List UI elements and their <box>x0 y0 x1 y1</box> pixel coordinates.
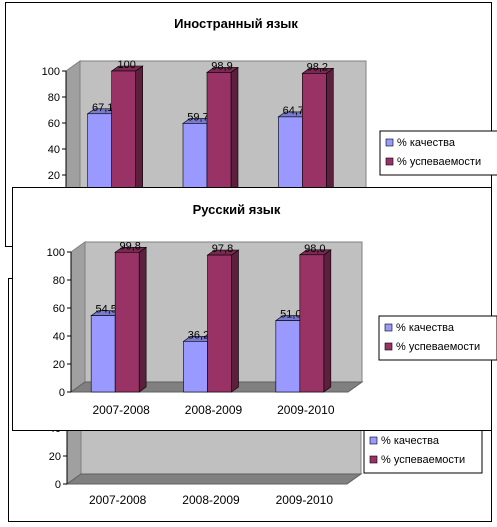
chart-side-wall <box>70 241 86 393</box>
y-tick-label: 20 <box>53 359 65 371</box>
bar <box>278 116 303 202</box>
x-category-label: 2007-2008 <box>89 493 147 507</box>
bar-value-label: 98,0 <box>304 243 325 255</box>
chart-title: Иностранный язык <box>174 16 298 31</box>
bar-value-label: 59,7 <box>187 111 208 123</box>
bar-side <box>326 67 334 202</box>
bar-side <box>230 66 239 202</box>
bar-value-label: 99,8 <box>119 240 140 252</box>
bar-value-label: 98,9 <box>211 60 232 72</box>
bar-value-label: 54,5 <box>95 304 116 316</box>
x-category-label: 2009-2010 <box>277 403 335 417</box>
bar-side <box>135 65 143 202</box>
bar <box>275 320 301 393</box>
bar-side <box>323 249 332 393</box>
bar-side <box>231 249 239 393</box>
chart-foreign-language-svg: Иностранный язык02040608010067,11002007-… <box>42 16 497 227</box>
bar <box>183 341 208 393</box>
legend-label: % качества <box>381 435 440 447</box>
bar-side <box>138 246 147 393</box>
legend-label: % успеваемости <box>397 156 481 168</box>
legend-label: % качества <box>397 137 456 149</box>
chart-floor <box>65 473 363 485</box>
y-tick-label: 40 <box>48 144 60 156</box>
y-tick-label: 100 <box>47 247 65 259</box>
y-tick-label: 0 <box>55 479 61 491</box>
y-tick-label: 60 <box>53 303 65 315</box>
legend-label: % качества <box>396 322 455 334</box>
bar-value-label: 64,7 <box>283 105 304 117</box>
y-tick-label: 80 <box>48 92 60 104</box>
legend-box <box>379 130 497 176</box>
legend-swatch <box>369 436 378 445</box>
bar <box>87 113 112 202</box>
y-tick-label: 40 <box>53 331 65 343</box>
legend-swatch <box>384 323 393 332</box>
y-tick-label: 60 <box>48 118 60 130</box>
chart-russian-language-svg: Русский язык 0 20 40 60 80 100 54,5 99,8 2007-200… <box>47 202 497 417</box>
y-tick-label: 20 <box>49 451 61 463</box>
bar <box>114 251 140 393</box>
legend-swatch <box>369 455 378 464</box>
bar <box>299 254 325 393</box>
bar-value-label: 100 <box>117 59 135 71</box>
legend-swatch <box>385 157 394 166</box>
x-category-label: 2008-2009 <box>182 493 240 507</box>
legend-box <box>378 315 497 361</box>
legend-label: % успеваемости <box>381 454 465 466</box>
y-tick-label: 80 <box>53 275 65 287</box>
legend-swatch <box>384 342 393 351</box>
chart-russian-language: Русский язык 0 20 40 60 80 100 54,5 99,8 2007-200… <box>12 187 497 431</box>
bar-value-label: 36,2 <box>188 329 209 341</box>
x-category-label: 2009-2010 <box>276 493 334 507</box>
bar <box>90 315 116 393</box>
legend-swatch <box>385 138 394 147</box>
chart-title: Русский язык <box>193 202 281 217</box>
bar <box>206 72 232 202</box>
bar-value-label: 51,0 <box>280 309 301 321</box>
x-category-label: 2007-2008 <box>92 403 150 417</box>
bar-value-label: 97,8 <box>212 243 233 255</box>
bar-value-label: 67,1 <box>92 102 113 114</box>
y-tick-label: 100 <box>42 66 60 78</box>
x-category-label: 2008-2009 <box>185 403 243 417</box>
y-tick-label: 0 <box>59 387 65 399</box>
y-tick-label: 20 <box>48 170 60 182</box>
chart-side-wall <box>65 60 81 202</box>
bar-value-label: 98,2 <box>307 61 328 73</box>
legend-box <box>363 428 483 474</box>
bar <box>207 254 232 393</box>
bar <box>111 70 136 202</box>
legend-label: % успеваемости <box>396 341 480 353</box>
bar <box>302 73 327 202</box>
